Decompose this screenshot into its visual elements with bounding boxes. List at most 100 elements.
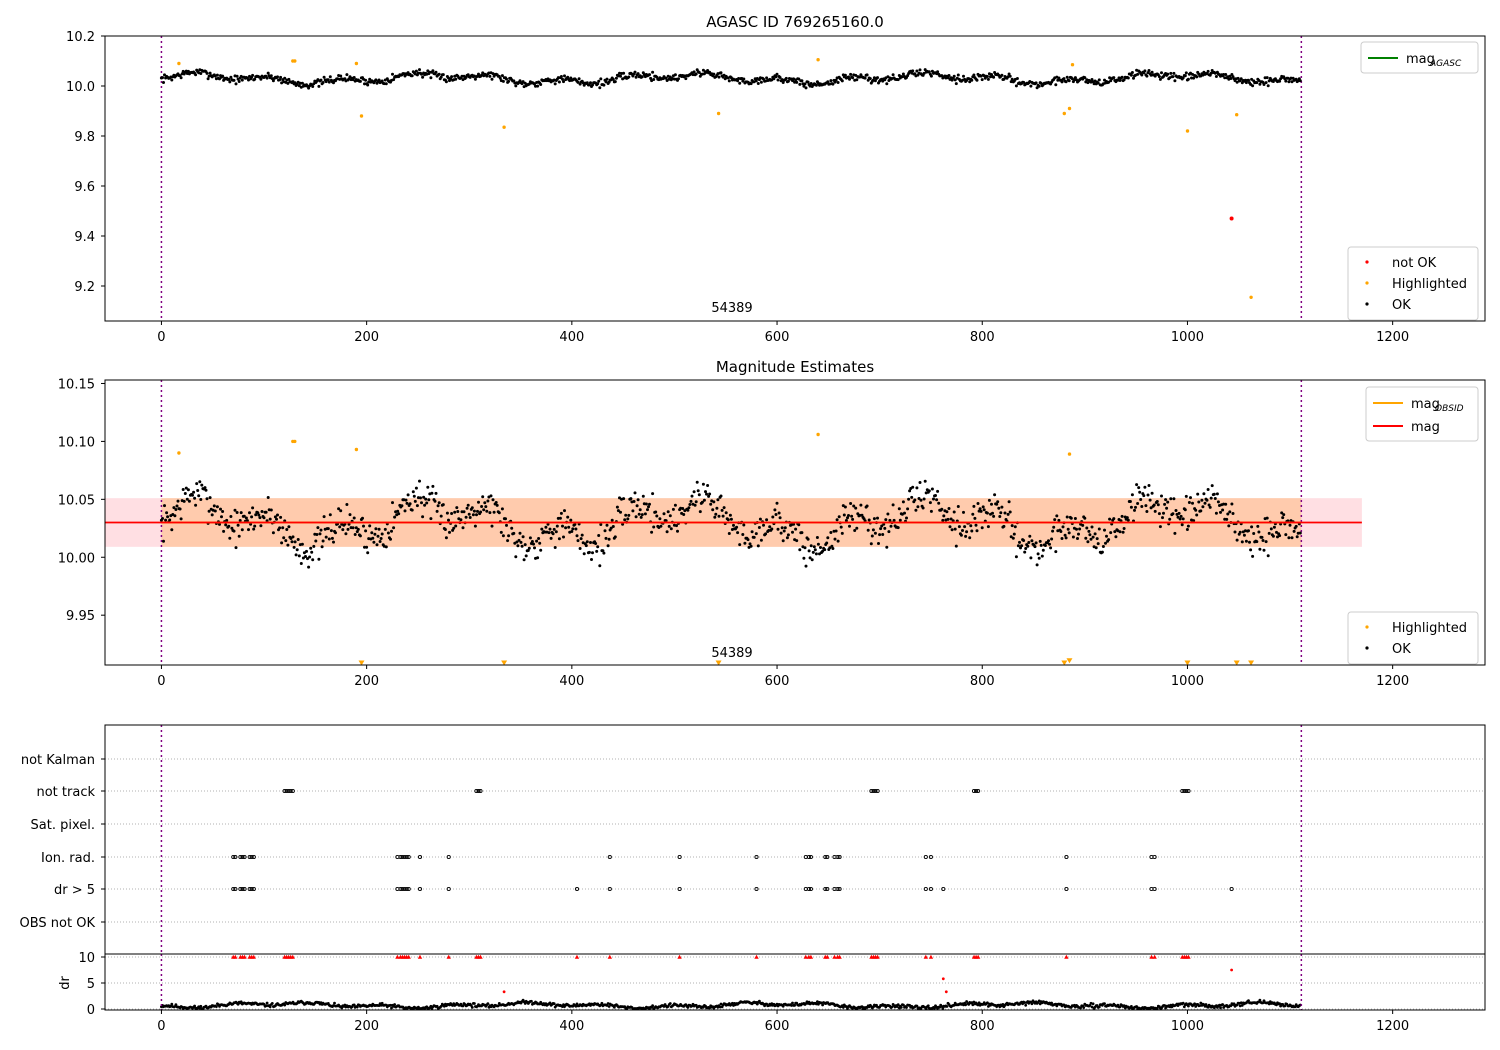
ok-point <box>815 536 819 539</box>
ok-point <box>1147 484 1151 487</box>
legend-label: OK <box>1392 298 1411 313</box>
ok-point <box>452 526 456 530</box>
flag-marker <box>406 854 411 860</box>
ok-point <box>391 72 394 76</box>
ok-point <box>1113 530 1117 534</box>
ok-point <box>1269 527 1273 531</box>
ok-point <box>795 539 799 543</box>
ok-point <box>1069 516 1073 520</box>
ok-point <box>278 526 282 530</box>
ok-point <box>296 538 300 541</box>
ok-point <box>479 510 483 514</box>
flag-marker <box>823 886 828 892</box>
ok-point <box>1158 525 1162 529</box>
dr-ok-point <box>719 1002 723 1006</box>
ok-point <box>184 486 188 490</box>
ok-point <box>885 545 889 549</box>
ok-point <box>634 515 638 519</box>
ok-point <box>714 512 718 516</box>
ok-point <box>494 501 498 504</box>
ok-point <box>551 532 555 536</box>
ok-point <box>806 537 810 541</box>
x-tick-label: 600 <box>765 1019 790 1034</box>
ok-point <box>986 525 990 529</box>
ok-point <box>1128 500 1132 503</box>
ok-point <box>636 498 640 502</box>
ok-point <box>1003 511 1007 515</box>
ok-point <box>611 525 615 528</box>
x-tick-label: 1200 <box>1376 330 1409 345</box>
ok-point <box>1255 81 1259 85</box>
ok-point <box>422 495 426 499</box>
ok-point <box>1061 525 1065 529</box>
flag-marker <box>928 854 933 860</box>
ok-point <box>1146 493 1150 497</box>
x-tick-label: 200 <box>354 330 379 345</box>
ok-point <box>821 549 825 553</box>
ok-point <box>738 543 742 547</box>
ok-point <box>290 540 294 544</box>
ok-point <box>605 77 609 81</box>
flag-marker <box>238 854 243 860</box>
ok-point <box>1203 501 1207 505</box>
ok-point <box>501 79 505 83</box>
flag-marker <box>247 886 252 892</box>
ok-point <box>441 503 445 507</box>
ok-point <box>517 538 521 542</box>
ok-point <box>198 480 202 484</box>
dr-ok-point <box>1023 1001 1027 1004</box>
ok-point <box>651 70 655 74</box>
ok-point <box>706 484 710 487</box>
ok-point <box>1091 535 1095 539</box>
ok-point <box>702 498 706 502</box>
ok-point <box>809 544 813 548</box>
ok-point <box>1251 84 1255 88</box>
ok-point <box>735 525 739 529</box>
ok-point <box>1057 518 1061 522</box>
ok-point <box>870 534 874 538</box>
ok-point <box>1257 530 1261 534</box>
dr-ok-point <box>1097 1005 1101 1009</box>
ok-point <box>1018 540 1021 544</box>
ok-point <box>1150 70 1154 74</box>
dr-ok-point <box>1199 1001 1203 1005</box>
ok-point <box>785 536 789 540</box>
ok-point <box>826 536 830 540</box>
dr-capped-marker <box>754 954 759 959</box>
dr-capped-marker <box>1149 954 1154 959</box>
dr-ok-point <box>816 1000 819 1003</box>
below-range-marker <box>1066 658 1073 664</box>
ok-point <box>748 542 752 546</box>
ok-point <box>327 80 331 84</box>
ok-point <box>448 530 451 534</box>
ok-point <box>307 565 311 569</box>
ok-point <box>564 526 568 530</box>
x-tick-label: 1200 <box>1376 1019 1409 1034</box>
ok-point <box>358 79 362 83</box>
ok-point <box>662 512 666 516</box>
ok-point <box>613 80 617 84</box>
ok-point <box>829 79 833 83</box>
ok-point <box>749 82 753 86</box>
ok-point <box>547 531 551 535</box>
ok-point <box>936 70 940 74</box>
ok-point <box>500 74 504 78</box>
ok-point <box>1295 535 1299 539</box>
ok-point <box>996 500 1000 504</box>
dr-not-ok-point <box>944 990 948 994</box>
legend-box <box>1347 246 1479 321</box>
ok-point <box>986 77 990 81</box>
ok-point <box>892 518 896 522</box>
ok-point <box>1023 550 1027 554</box>
ok-point <box>193 496 197 500</box>
ok-point <box>597 534 601 537</box>
legend-label: Highlighted <box>1392 621 1467 636</box>
ok-point <box>757 526 761 529</box>
y-tick-label: 5 <box>87 977 95 992</box>
ok-point <box>1207 503 1211 507</box>
ok-point <box>237 534 241 538</box>
ok-point <box>213 509 217 513</box>
ok-point <box>604 536 608 540</box>
ok-point <box>1040 554 1044 558</box>
ok-point <box>1258 82 1262 86</box>
